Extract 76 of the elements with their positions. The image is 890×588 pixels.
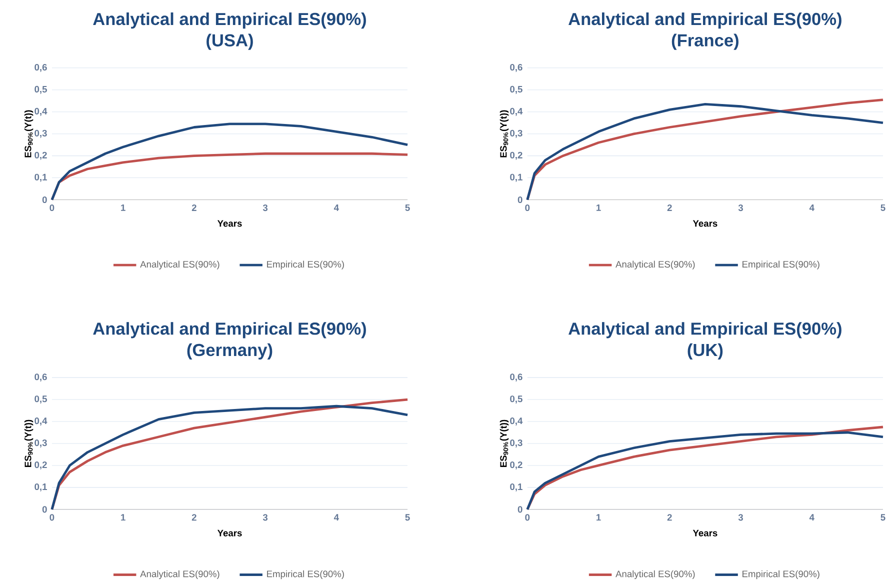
legend-label: Analytical ES(90%): [616, 570, 695, 579]
chart-subtitle: (USA): [206, 34, 253, 50]
y-tick-label: 0,5: [34, 395, 47, 404]
chart-title: Analytical and Empirical ES(90%): [568, 322, 842, 338]
y-tick-label: 0,3: [510, 439, 522, 448]
y-axis-title: ES$_{90%}$(Y(t)): [500, 420, 509, 467]
legend-label: Empirical ES(90%): [742, 570, 820, 579]
legend-label: Analytical ES(90%): [140, 570, 220, 579]
x-tick-label: 3: [262, 204, 268, 211]
y-tick-label: 0,4: [34, 108, 48, 116]
x-tick-label: 4: [809, 204, 814, 211]
y-tick-label: 0,4: [34, 417, 48, 426]
y-tick-label: 0,2: [34, 461, 47, 470]
x-tick-label: 2: [667, 204, 672, 211]
y-tick-label: 0,1: [34, 174, 47, 182]
legend-label: Analytical ES(90%): [616, 260, 695, 270]
legend-label: Analytical ES(90%): [140, 260, 220, 270]
y-tick-label: 0,3: [34, 130, 47, 138]
y-tick-label: 0,6: [34, 64, 47, 72]
x-tick-label: 2: [192, 514, 196, 520]
x-tick-label: 0: [525, 514, 530, 521]
x-tick-label: 1: [596, 204, 601, 211]
x-axis-title: Years: [692, 530, 718, 536]
y-axis-title: ES$_{90%}$(Y(t)): [24, 110, 34, 158]
chart-title: Analytical and Empirical ES(90%): [93, 322, 366, 338]
chart-subtitle: (Germany): [187, 343, 272, 360]
x-tick-label: 1: [121, 204, 126, 211]
y-tick-label: 0,2: [510, 152, 522, 160]
x-tick-label: 0: [50, 204, 54, 211]
y-tick-label: 0,3: [510, 130, 522, 138]
y-tick-label: 0,1: [510, 483, 522, 492]
y-tick-label: 0: [42, 196, 47, 203]
x-tick-label: 2: [192, 204, 196, 211]
y-tick-label: 0,1: [34, 483, 47, 492]
y-tick-label: 0,4: [510, 417, 523, 426]
y-tick-label: 0,2: [34, 152, 47, 160]
y-tick-label: 0: [518, 196, 522, 203]
y-tick-label: 0,6: [34, 373, 47, 382]
x-tick-label: 3: [262, 514, 268, 521]
x-tick-label: 4: [809, 514, 814, 520]
y-tick-label: 0,1: [510, 174, 522, 182]
legend-label: Empirical ES(90%): [742, 260, 820, 270]
chart-subtitle: (France): [672, 34, 738, 50]
y-tick-label: 0,4: [510, 108, 523, 116]
x-tick-label: 3: [738, 204, 743, 211]
y-tick-label: 0,3: [34, 439, 47, 448]
y-tick-label: 0,5: [510, 86, 522, 94]
x-tick-label: 2: [667, 514, 672, 520]
x-tick-label: 5: [405, 514, 410, 520]
y-axis-title: ES$_{90%}$(Y(t)): [24, 420, 34, 467]
x-axis-title: Years: [217, 530, 242, 536]
y-tick-label: 0,5: [510, 395, 522, 404]
chart-title: Analytical and Empirical ES(90%): [93, 12, 366, 28]
y-tick-label: 0,2: [510, 461, 522, 470]
x-tick-label: 1: [121, 514, 126, 520]
x-axis-title: Years: [692, 220, 718, 227]
x-tick-label: 4: [334, 204, 339, 211]
y-tick-label: 0,6: [510, 64, 522, 72]
x-axis-title: Years: [217, 220, 242, 227]
x-tick-label: 0: [525, 204, 530, 211]
x-tick-label: 5: [880, 204, 886, 211]
x-tick-label: 3: [738, 514, 743, 521]
y-tick-label: 0,6: [510, 373, 522, 382]
x-tick-label: 5: [405, 204, 410, 211]
x-tick-label: 0: [50, 514, 54, 521]
legend-label: Empirical ES(90%): [267, 570, 344, 579]
y-tick-label: 0,5: [34, 86, 47, 94]
legend-label: Empirical ES(90%): [267, 260, 344, 270]
y-axis-title: ES$_{90%}$(Y(t)): [500, 110, 509, 158]
y-tick-label: 0: [518, 506, 522, 513]
chart-subtitle: (UK): [688, 343, 723, 360]
x-tick-label: 5: [880, 514, 886, 520]
chart-title: Analytical and Empirical ES(90%): [568, 12, 842, 28]
x-tick-label: 1: [596, 514, 601, 520]
x-tick-label: 4: [334, 514, 339, 520]
y-tick-label: 0: [42, 506, 47, 513]
